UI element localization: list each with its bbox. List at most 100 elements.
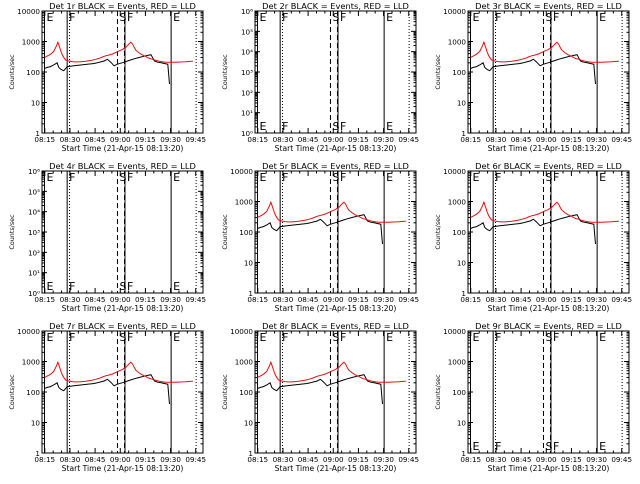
- x-tick-label: 08:30: [486, 295, 507, 304]
- x-tick-label: 09:00: [110, 135, 131, 144]
- x-axis-label: Start Time (21-Apr-15 08:13:20): [62, 464, 184, 473]
- y-tick-label: 10000: [17, 327, 40, 336]
- x-tick-label: 08:30: [273, 455, 294, 464]
- marker-label-bottom: E: [47, 280, 54, 293]
- marker-label: F: [495, 171, 501, 184]
- marker-label: F: [127, 171, 133, 184]
- marker-label: E: [260, 171, 267, 184]
- y-tick-label: 1000: [448, 198, 467, 207]
- x-tick-label: 08:15: [247, 295, 268, 304]
- marker-label: F: [553, 331, 559, 344]
- marker-label-bottom: F: [553, 440, 559, 453]
- x-tick-label: 08:15: [247, 135, 268, 144]
- y-tick-label: 1: [461, 449, 466, 458]
- marker-label: E: [47, 331, 54, 344]
- y-tick-label: 1: [35, 449, 40, 458]
- y-tick-label: 10: [457, 419, 467, 428]
- plot-frame: [254, 10, 417, 134]
- events-series-line: [257, 214, 383, 245]
- x-tick-label: 09:00: [110, 455, 131, 464]
- y-axis-label: Counts/sec: [221, 214, 229, 250]
- chart-title: Det 2r BLACK = Events, RED = LLD: [262, 1, 409, 11]
- x-tick-label: 08:30: [273, 135, 294, 144]
- marker-label: S: [332, 331, 339, 344]
- marker-label: F: [127, 11, 133, 24]
- x-tick-label: 09:30: [160, 135, 181, 144]
- y-tick-label: 10⁵: [241, 27, 253, 36]
- y-tick-label: 10000: [443, 167, 466, 176]
- marker-label: E: [260, 331, 267, 344]
- y-tick-label: 10000: [230, 167, 253, 176]
- y-tick-label: 10⁰: [28, 289, 40, 298]
- y-tick-label: 10⁰: [241, 129, 253, 138]
- chart-svg: Det 7r BLACK = Events, RED = LLD 1 10 100 10…: [8, 321, 206, 473]
- lld-series-line: [470, 200, 619, 223]
- plot-frame: [41, 330, 204, 454]
- chart-svg: Det 1r BLACK = Events, RED = LLD 1 10 100 10…: [8, 1, 206, 153]
- x-tick-label: 09:45: [611, 295, 632, 304]
- x-tick-label: 09:30: [586, 135, 607, 144]
- y-tick-label: 10: [457, 99, 467, 108]
- y-tick-label: 1000: [235, 198, 254, 207]
- y-tick-label: 10²: [28, 248, 40, 257]
- x-tick-label: 08:45: [298, 135, 319, 144]
- x-tick-label: 09:00: [536, 135, 557, 144]
- y-axis-label: Counts/sec: [8, 214, 16, 250]
- marker-label: E: [599, 11, 606, 24]
- x-tick-label: 09:45: [611, 455, 632, 464]
- detector-panel-1: Det 1r BLACK = Events, RED = LLD 1 10 100 10…: [0, 0, 213, 164]
- x-tick-label: 08:45: [511, 455, 532, 464]
- x-tick-label: 09:30: [373, 135, 394, 144]
- marker-label: E: [386, 331, 393, 344]
- y-tick-label: 1000: [448, 358, 467, 367]
- marker-label: S: [119, 331, 126, 344]
- x-tick-label: 08:45: [85, 455, 106, 464]
- x-tick-label: 09:15: [348, 455, 369, 464]
- x-tick-label: 08:15: [460, 135, 481, 144]
- y-tick-label: 10000: [443, 7, 466, 16]
- x-tick-label: 09:15: [561, 295, 582, 304]
- x-tick-label: 08:30: [60, 295, 81, 304]
- y-tick-label: 100: [26, 68, 40, 77]
- marker-label: F: [495, 331, 501, 344]
- marker-label: E: [386, 11, 393, 24]
- plot-frame: [467, 10, 630, 134]
- marker-label-bottom: F: [127, 280, 133, 293]
- chart-title: Det 9r BLACK = Events, RED = LLD: [475, 321, 622, 331]
- chart-title: Det 6r BLACK = Events, RED = LLD: [475, 161, 622, 171]
- plot-frame: [41, 170, 204, 294]
- marker-label-bottom: S: [119, 280, 126, 293]
- marker-label-bottom: F: [340, 120, 346, 133]
- x-tick-label: 09:15: [348, 135, 369, 144]
- y-tick-label: 10: [31, 99, 41, 108]
- x-tick-label: 08:45: [85, 135, 106, 144]
- x-tick-label: 08:15: [460, 295, 481, 304]
- x-axis-label: Start Time (21-Apr-15 08:13:20): [62, 304, 184, 313]
- lld-series-line: [44, 360, 193, 383]
- lld-series-line: [257, 360, 406, 383]
- y-tick-label: 100: [452, 388, 466, 397]
- x-tick-label: 09:45: [611, 135, 632, 144]
- y-tick-label: 10¹: [241, 109, 253, 118]
- marker-label: S: [332, 171, 339, 184]
- marker-label-bottom: E: [260, 120, 267, 133]
- detector-panel-9: Det 9r BLACK = Events, RED = LLD 1 10 100 10…: [426, 320, 639, 484]
- x-tick-label: 08:30: [486, 135, 507, 144]
- y-tick-label: 10: [457, 259, 467, 268]
- x-tick-label: 08:15: [34, 135, 55, 144]
- x-tick-label: 09:30: [373, 455, 394, 464]
- y-tick-label: 10: [244, 259, 254, 268]
- marker-label: S: [545, 171, 552, 184]
- events-series-line: [470, 214, 596, 245]
- marker-label: F: [282, 11, 288, 24]
- y-tick-label: 10000: [230, 327, 253, 336]
- x-tick-label: 09:15: [135, 455, 156, 464]
- chart-svg: Det 5r BLACK = Events, RED = LLD 1 10 100 10…: [221, 161, 419, 313]
- events-series-line: [257, 374, 383, 405]
- chart-svg: Det 3r BLACK = Events, RED = LLD 1 10 100 10…: [434, 1, 632, 153]
- marker-label: F: [340, 11, 346, 24]
- lld-series-line: [470, 40, 619, 63]
